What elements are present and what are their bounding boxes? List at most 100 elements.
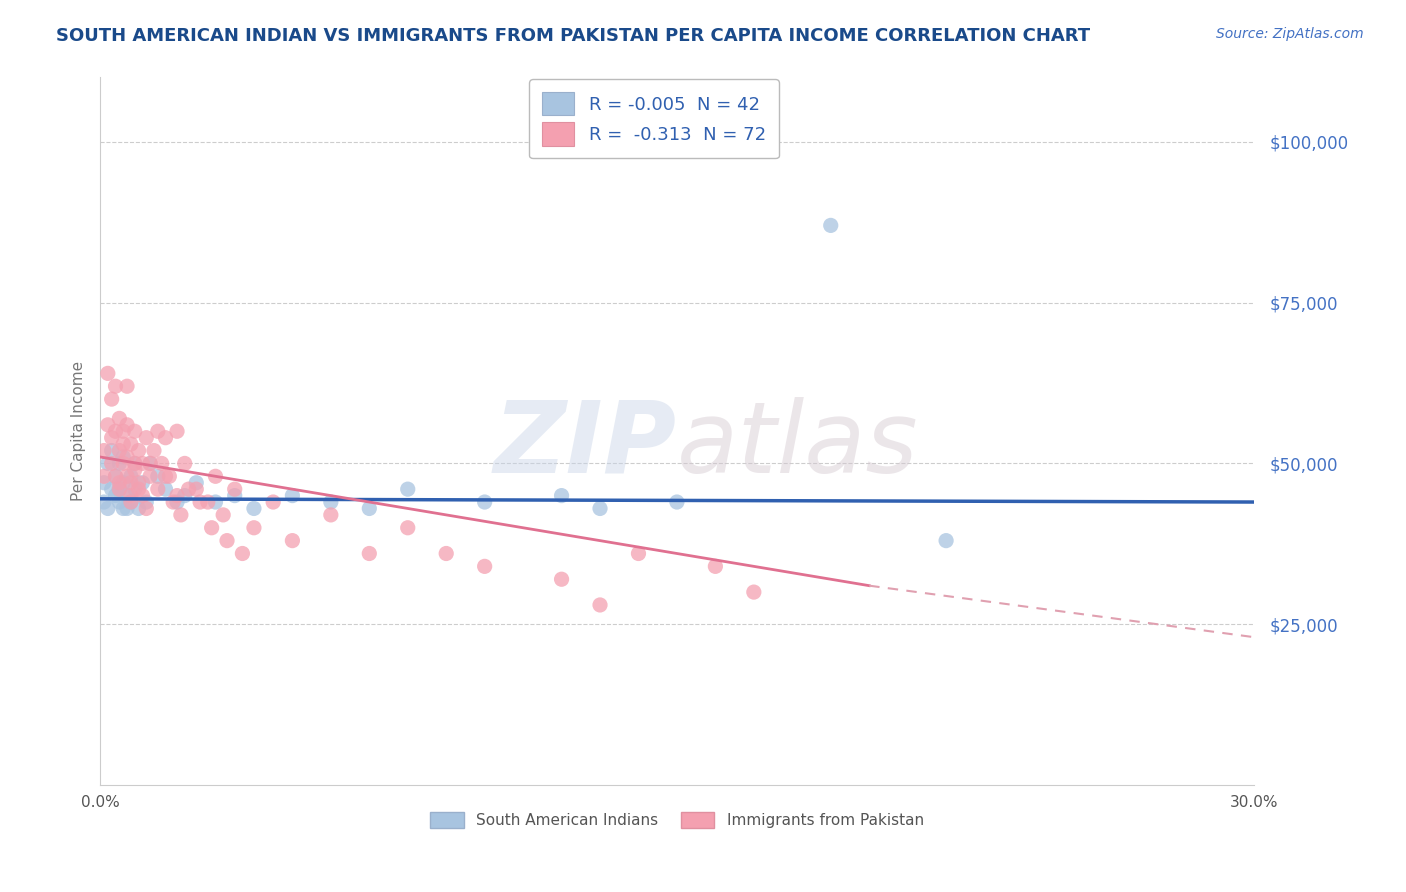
Point <box>704 559 727 574</box>
Point <box>215 533 238 548</box>
Point <box>124 424 146 438</box>
Point <box>108 482 131 496</box>
Point <box>112 475 135 490</box>
Point <box>550 572 572 586</box>
Point <box>396 482 419 496</box>
Point <box>112 457 135 471</box>
Point <box>186 482 208 496</box>
Point <box>166 495 188 509</box>
Point <box>204 469 226 483</box>
Point <box>155 431 177 445</box>
Point <box>131 475 153 490</box>
Point <box>115 501 138 516</box>
Point <box>166 489 188 503</box>
Point <box>115 379 138 393</box>
Point <box>262 495 284 509</box>
Point <box>108 495 131 509</box>
Point <box>359 547 381 561</box>
Point <box>139 457 162 471</box>
Point <box>243 501 266 516</box>
Point <box>820 219 842 233</box>
Point <box>112 450 135 464</box>
Point <box>146 469 169 483</box>
Point <box>124 463 146 477</box>
Point <box>128 482 150 496</box>
Point <box>396 521 419 535</box>
Point <box>120 495 142 509</box>
Point <box>115 450 138 464</box>
Y-axis label: Per Capita Income: Per Capita Income <box>72 361 86 501</box>
Point <box>128 501 150 516</box>
Point <box>319 495 342 509</box>
Point <box>108 443 131 458</box>
Point <box>128 443 150 458</box>
Point <box>93 469 115 483</box>
Point <box>108 411 131 425</box>
Point <box>212 508 235 522</box>
Point <box>115 417 138 432</box>
Point <box>112 437 135 451</box>
Point <box>108 475 131 490</box>
Point <box>166 424 188 438</box>
Point <box>204 495 226 509</box>
Legend: South American Indians, Immigrants from Pakistan: South American Indians, Immigrants from … <box>423 805 929 834</box>
Point <box>120 489 142 503</box>
Point <box>139 457 162 471</box>
Point <box>108 457 131 471</box>
Point <box>224 482 246 496</box>
Point <box>124 457 146 471</box>
Point <box>935 533 957 548</box>
Point <box>742 585 765 599</box>
Point <box>120 495 142 509</box>
Point <box>135 501 157 516</box>
Point <box>197 495 219 509</box>
Point <box>550 489 572 503</box>
Point <box>115 469 138 483</box>
Point <box>115 489 138 503</box>
Point <box>155 482 177 496</box>
Point <box>173 489 195 503</box>
Point <box>104 424 127 438</box>
Point <box>157 469 180 483</box>
Point <box>135 495 157 509</box>
Point <box>124 482 146 496</box>
Point <box>100 392 122 406</box>
Point <box>131 457 153 471</box>
Point <box>120 437 142 451</box>
Point <box>131 489 153 503</box>
Point <box>100 443 122 458</box>
Point <box>104 489 127 503</box>
Point <box>112 424 135 438</box>
Point <box>224 489 246 503</box>
Point <box>281 489 304 503</box>
Point <box>170 508 193 522</box>
Point <box>474 559 496 574</box>
Point <box>173 457 195 471</box>
Point <box>146 482 169 496</box>
Point <box>231 547 253 561</box>
Point <box>104 469 127 483</box>
Point <box>143 443 166 458</box>
Point <box>104 379 127 393</box>
Point <box>201 521 224 535</box>
Point <box>186 475 208 490</box>
Point <box>97 367 120 381</box>
Point <box>128 475 150 490</box>
Point <box>104 469 127 483</box>
Point <box>93 475 115 490</box>
Point <box>589 598 612 612</box>
Point <box>100 482 122 496</box>
Point <box>177 482 200 496</box>
Point <box>93 443 115 458</box>
Point <box>150 457 173 471</box>
Text: ZIP: ZIP <box>494 397 676 494</box>
Text: SOUTH AMERICAN INDIAN VS IMMIGRANTS FROM PAKISTAN PER CAPITA INCOME CORRELATION : SOUTH AMERICAN INDIAN VS IMMIGRANTS FROM… <box>56 27 1091 45</box>
Point <box>120 469 142 483</box>
Point <box>665 495 688 509</box>
Point <box>97 501 120 516</box>
Point <box>112 501 135 516</box>
Point <box>100 457 122 471</box>
Point <box>188 495 211 509</box>
Point <box>97 457 120 471</box>
Point <box>97 417 120 432</box>
